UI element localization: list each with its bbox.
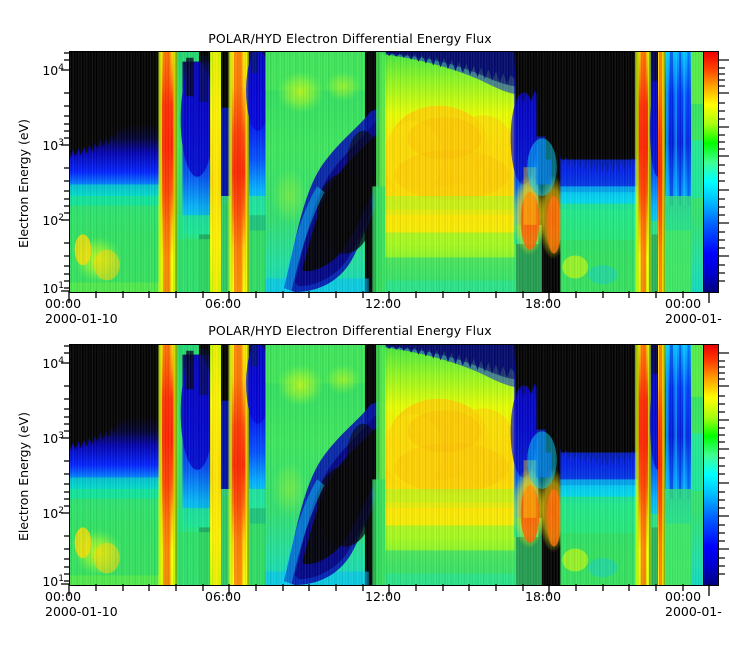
panel-1-xtick-4: 00:00 — [665, 296, 702, 311]
panel-2-xtick-4: 00:00 — [665, 589, 702, 604]
panel-1-ytick-4: 104 — [42, 62, 64, 78]
panel-1-xtick-2: 12:00 — [365, 296, 402, 311]
panel-1-xtick-0: 00:00 — [45, 296, 82, 311]
panel-2-ytick-4: 104 — [42, 355, 64, 371]
panel-1-xtick-1: 06:00 — [205, 296, 242, 311]
panel-1-ytick-1: 101 — [42, 280, 64, 296]
panel-2-colorbar-gradient — [704, 345, 718, 585]
panel-2: POLAR/HYD Electron Differential Energy F… — [0, 322, 730, 651]
panel-1-plot-area[interactable] — [69, 51, 711, 293]
panel-2-ytick-1: 101 — [42, 573, 64, 589]
panel-2-ytick-2: 102 — [42, 505, 64, 521]
panel-1-ytick-2: 102 — [42, 212, 64, 228]
panel-1-ytick-3: 103 — [42, 137, 64, 153]
panel-2-xtick-1: 06:00 — [205, 589, 242, 604]
panel-1-title: POLAR/HYD Electron Differential Energy F… — [208, 31, 492, 46]
panel-1-date-right: 2000-01- — [665, 311, 722, 326]
panel-2-date-right: 2000-01- — [665, 604, 722, 619]
panel-1-axis-ticks — [61, 52, 710, 303]
panel-1-colorbar[interactable] — [703, 51, 719, 293]
panel-2-xtick-2: 12:00 — [365, 589, 402, 604]
panel-1-date-left: 2000-01-10 — [45, 311, 118, 326]
panel-2-plot-area[interactable] — [69, 344, 711, 586]
panel-2-colorbar[interactable] — [703, 344, 719, 586]
panel-2-ytick-3: 103 — [42, 430, 64, 446]
panel-1-colorbar-gradient — [704, 52, 718, 292]
panel-2-xtick-3: 18:00 — [525, 589, 562, 604]
panel-2-axis-ticks — [61, 345, 710, 596]
panel-2-colorbar-ticks — [718, 352, 729, 575]
panel-2-xtick-0: 00:00 — [45, 589, 82, 604]
panel-1-colorbar-ticks — [718, 59, 729, 282]
panel-2-date-left: 2000-01-10 — [45, 604, 118, 619]
panel-2-title: POLAR/HYD Electron Differential Energy F… — [208, 323, 492, 338]
panel-1: POLAR/HYD Electron Differential Energy F… — [16, 31, 729, 326]
panel-1-xtick-3: 18:00 — [525, 296, 562, 311]
